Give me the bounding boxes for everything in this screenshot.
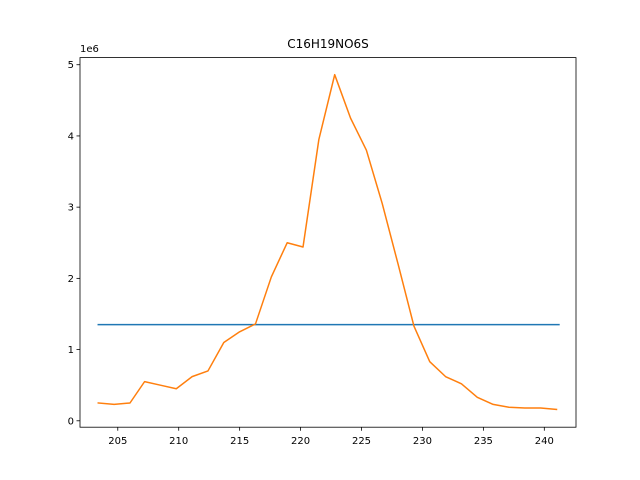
y-tick-label: 1 — [68, 345, 74, 356]
x-tick-label: 215 — [230, 436, 249, 447]
y-offset-label: 1e6 — [80, 44, 99, 55]
y-axis-ticks: 0 1 2 3 4 5 — [68, 60, 80, 427]
y-tick-label: 4 — [68, 131, 74, 142]
y-tick-label: 5 — [68, 60, 74, 71]
x-tick-label: 205 — [108, 436, 127, 447]
series-layer — [97, 73, 560, 411]
chart-title: C16H19NO6S — [287, 37, 369, 51]
x-tick-label: 230 — [413, 436, 432, 447]
x-tick-label: 210 — [169, 436, 188, 447]
x-tick-label: 220 — [291, 436, 310, 447]
plot-frame — [79, 57, 577, 428]
x-tick-label: 225 — [352, 436, 371, 447]
y-tick-label: 2 — [68, 274, 74, 285]
x-tick-label: 240 — [535, 436, 554, 447]
x-tick-label: 235 — [474, 436, 493, 447]
x-axis-ticks: 205 210 215 220 225 230 235 240 — [108, 427, 554, 447]
series-line-2 — [97, 73, 558, 411]
y-tick-label: 3 — [68, 203, 74, 214]
y-tick-label: 0 — [68, 416, 74, 427]
